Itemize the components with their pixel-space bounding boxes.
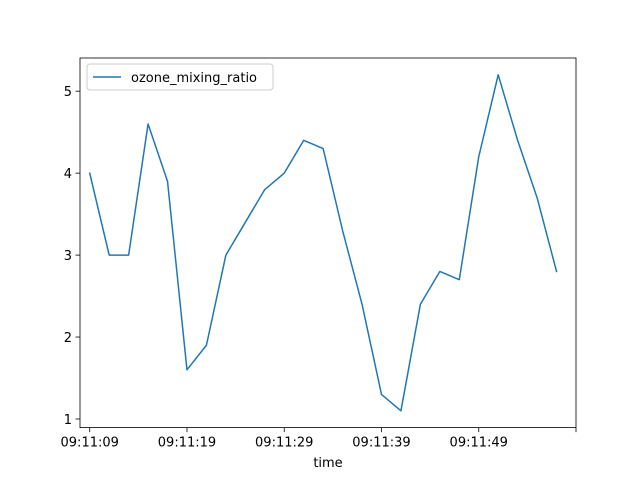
x-axis-label: time: [313, 456, 342, 471]
y-tick-label: 1: [64, 413, 72, 428]
x-tick-label: 09:11:09: [61, 436, 119, 451]
y-tick-label: 3: [64, 249, 72, 264]
y-tick-label: 5: [64, 85, 72, 100]
x-axis: 09:11:09 09:11:19 09:11:29 09:11:39 09:11:49: [61, 427, 577, 451]
x-tick-label: 09:11:19: [158, 436, 216, 451]
y-tick-label: 2: [64, 331, 72, 346]
legend-box: [86, 63, 274, 91]
y-axis: 1 2 3 4 5: [64, 85, 80, 428]
x-tick-label: 09:11:39: [352, 436, 410, 451]
axes-frame: [79, 57, 577, 429]
x-tick-label: 09:11:29: [255, 436, 313, 451]
series-layer: [88, 74, 558, 412]
y-tick-label: 4: [64, 167, 72, 182]
legend: ozone_mixing_ratio: [86, 63, 274, 91]
legend-label-ozone-mixing-ratio: ozone_mixing_ratio: [131, 71, 257, 86]
x-tick-label: 09:11:49: [450, 436, 508, 451]
